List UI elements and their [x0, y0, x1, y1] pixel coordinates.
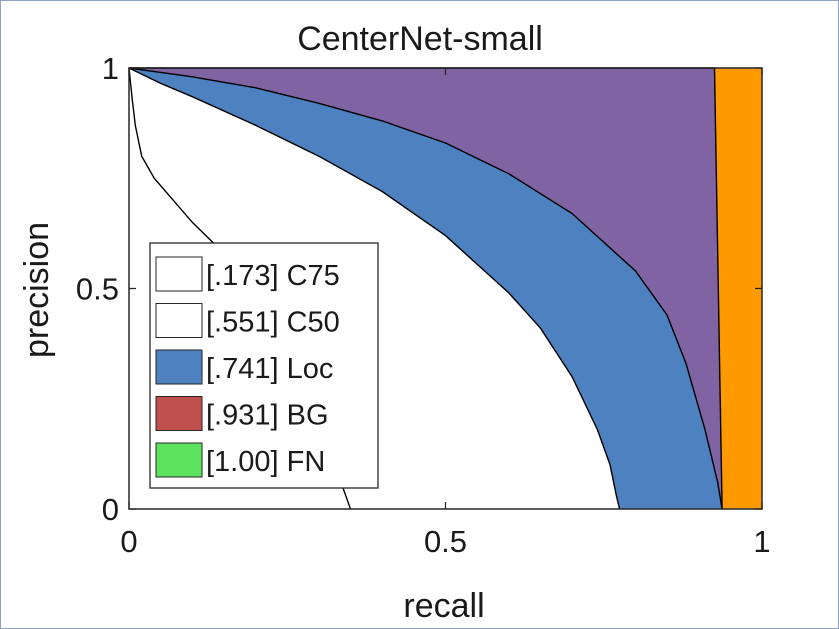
legend-swatch-loc: [155, 349, 203, 385]
chart-title: CenterNet-small: [297, 20, 543, 58]
y-tick-label: 1: [102, 51, 119, 86]
legend-label: [.931] BG: [206, 400, 329, 432]
x-tick-label: 0: [120, 524, 137, 559]
curve-loc: [128, 67, 723, 510]
legend: [.173] C75 [.551] C50 [.741] Loc [.931] BG […: [149, 242, 379, 489]
legend-label: [.173] C75: [206, 260, 340, 292]
axis-ticks: 0 0.5 1 0 0.5 1: [76, 51, 771, 559]
legend-label: [1.00] FN: [206, 446, 325, 478]
legend-swatch-c50: [155, 303, 203, 338]
y-tick-label: 0: [102, 492, 119, 527]
x-tick-label: 1: [753, 524, 770, 559]
legend-swatch-bg: [155, 396, 203, 431]
legend-swatch-c75: [155, 256, 203, 292]
legend-label: [.741] Loc: [206, 353, 333, 385]
x-axis-label: recall: [403, 587, 484, 625]
legend-label: [.551] C50: [206, 307, 340, 339]
curve-c50: [128, 67, 621, 510]
y-axis-label: precision: [18, 222, 56, 358]
x-tick-label: 0.5: [424, 524, 467, 559]
y-tick-label: 0.5: [76, 272, 119, 307]
legend-swatch-fn_legend: [155, 442, 203, 478]
